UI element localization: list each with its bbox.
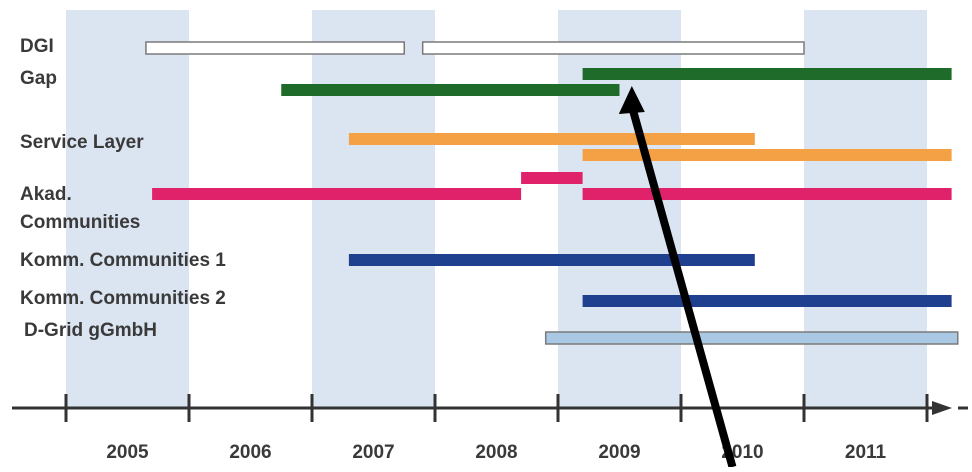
- bar-akad-communities-2: [521, 172, 583, 184]
- row-label-akad: Akad.: [20, 184, 72, 205]
- bar-akad-communities-1: [152, 188, 522, 200]
- row-label-gap: Gap: [20, 68, 57, 89]
- year-band-2007: [312, 10, 435, 408]
- bar-gap-2: [582, 68, 952, 80]
- year-band-2005: [66, 10, 189, 408]
- axis-arrowhead: [932, 401, 952, 415]
- annotation-arrow-head: [618, 86, 645, 114]
- tick-label-2005: 2005: [106, 442, 149, 463]
- bar-service-layer-2: [582, 149, 952, 161]
- timeline-bars: [145, 41, 959, 345]
- bar-dgi-1: [145, 41, 405, 55]
- row-label-service-layer: Service Layer: [20, 132, 144, 153]
- row-label-communities: Communities: [20, 212, 141, 233]
- bar-komm-communities-1-1: [348, 254, 755, 266]
- time-axis: [12, 394, 968, 422]
- row-label-komm-communities-1: Komm. Communities 1: [20, 250, 226, 271]
- bar-service-layer-1: [348, 133, 755, 145]
- tick-labels: 2005 2006 2007 2008 2009 2010 2011: [106, 442, 886, 463]
- tick-label-2006: 2006: [229, 442, 271, 463]
- tick-label-2007: 2007: [352, 442, 394, 463]
- row-label-d-grid: D-Grid gGmbH: [24, 320, 157, 341]
- tick-label-2011: 2011: [845, 442, 887, 463]
- bar-gap-1: [281, 84, 620, 96]
- annotation-arrow: [618, 86, 737, 469]
- bar-komm-communities-2-1: [582, 295, 952, 307]
- bar-d-grid-ggmbh-1: [544, 331, 959, 345]
- tick-label-2009: 2009: [598, 442, 640, 463]
- annotation-arrow-shaft: [627, 104, 737, 469]
- tick-label-2008: 2008: [475, 442, 517, 463]
- row-label-komm-communities-2: Komm. Communities 2: [20, 288, 226, 309]
- bar-akad-communities-3: [582, 188, 952, 200]
- row-label-dgi: DGI: [20, 36, 54, 57]
- bar-dgi-2: [421, 41, 805, 55]
